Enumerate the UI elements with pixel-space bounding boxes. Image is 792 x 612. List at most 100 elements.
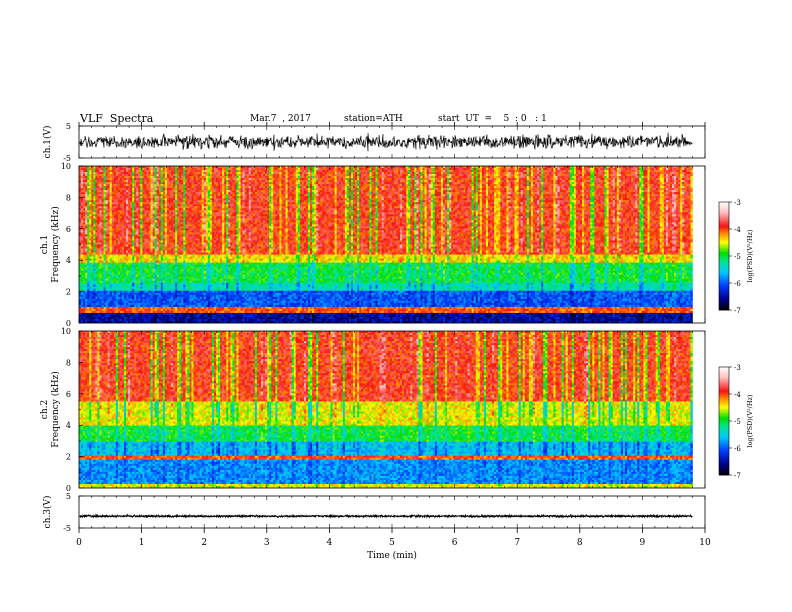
spectrogram-cell <box>136 180 138 182</box>
spectrogram-cell <box>204 178 206 180</box>
spectrogram-cell <box>576 168 578 170</box>
spectrogram-cell <box>302 174 304 176</box>
spectrogram-cell <box>367 172 369 174</box>
spectrogram-cell <box>265 176 267 178</box>
spectrogram-cell <box>568 170 570 172</box>
spectrogram-cell <box>633 176 635 178</box>
spectrogram-cell <box>290 168 292 170</box>
spectrogram-cell <box>664 178 666 180</box>
spectrogram-cell <box>263 170 265 172</box>
spectrogram-cell <box>416 172 418 174</box>
spectrogram-cell <box>81 178 83 180</box>
spectrogram-cell <box>279 172 281 174</box>
spectrogram-cell <box>504 180 506 182</box>
spectrogram-cell <box>328 178 330 180</box>
spectrogram-cell <box>347 174 349 176</box>
spectrogram-cell <box>251 178 253 180</box>
spectrogram-cell <box>412 178 414 180</box>
spectrogram-cell <box>447 172 449 174</box>
spectrogram-cell <box>388 168 390 170</box>
spectrogram-cell <box>578 178 580 180</box>
spectrogram-cell <box>459 168 461 170</box>
spectrogram-cell <box>296 178 298 180</box>
spectrogram-cell <box>609 176 611 178</box>
spectrogram-cell <box>468 170 470 172</box>
spectrogram-cell <box>421 176 423 178</box>
spectrogram-cell <box>367 176 369 178</box>
spectrogram-cell <box>373 172 375 174</box>
spectrogram-cell <box>400 180 402 182</box>
spectrogram-cell <box>445 170 447 172</box>
spectrogram-cell <box>482 170 484 172</box>
spectrogram-cell <box>457 172 459 174</box>
spectrogram-cell <box>533 170 535 172</box>
spectrogram-cell <box>568 168 570 170</box>
spectrogram-cell <box>680 174 682 176</box>
spectrogram-cell <box>353 172 355 174</box>
spectrogram-cell <box>281 178 283 180</box>
spectrogram-cell <box>245 170 249 172</box>
spectrogram-cell <box>605 170 607 172</box>
spectrogram-cell <box>396 172 398 174</box>
spectrogram-cell <box>478 172 480 174</box>
spectrogram-cell <box>400 172 402 174</box>
spectrogram-cell <box>535 174 537 176</box>
spectrogram-cell <box>202 168 204 170</box>
spectrogram-cell <box>541 170 543 172</box>
spectrogram-cell <box>611 178 613 180</box>
spectrogram-cell <box>396 168 398 170</box>
spectrogram-cell <box>382 168 384 170</box>
spectrogram-cell <box>343 180 345 182</box>
spectrogram-cell <box>613 178 615 180</box>
spectrogram-cell <box>443 180 445 182</box>
spectrogram-cell <box>531 168 533 170</box>
spectrogram-cell <box>286 180 288 182</box>
spectrogram-cell <box>265 174 267 176</box>
spectrogram-cell <box>83 170 85 172</box>
spectrogram-cell <box>378 180 380 182</box>
spectrogram-cell <box>222 174 224 176</box>
spectrogram-cell <box>656 168 658 170</box>
spectrogram-cell <box>226 168 228 170</box>
spectrogram-cell <box>504 176 506 178</box>
spectrogram-cell <box>89 180 91 182</box>
spectrogram-cell <box>603 172 605 174</box>
spectrogram-cell <box>660 174 662 176</box>
spectrogram-cell <box>590 168 592 170</box>
spectrogram-cell <box>134 176 136 178</box>
spectrogram-cell <box>386 178 388 180</box>
spectrogram-cell <box>384 180 386 182</box>
spectrogram-cell <box>660 168 662 170</box>
spectrogram-cell <box>228 176 230 178</box>
spectrogram-cell <box>202 172 204 174</box>
spectrogram-cell <box>93 180 95 182</box>
spectrogram-cell <box>212 170 214 172</box>
spectrogram-cell <box>376 174 378 176</box>
spectrogram-cell <box>306 172 308 174</box>
spectrogram-cell <box>680 168 682 170</box>
spectrogram-cell <box>398 170 400 172</box>
spectrogram-cell <box>249 176 251 178</box>
spectrogram-cell <box>486 180 488 182</box>
spectrogram-cell <box>149 180 151 182</box>
spectrogram-cell <box>510 174 512 176</box>
spectrogram-cell <box>682 176 684 178</box>
spectrogram-cell <box>410 176 412 178</box>
spectrogram-cell <box>457 180 459 182</box>
spectrogram-cell <box>390 174 392 176</box>
spectrogram-cell <box>684 176 686 178</box>
spectrogram-cell <box>144 176 146 178</box>
spectrogram-cell <box>617 178 619 180</box>
spectrogram-cell <box>298 170 300 172</box>
spectrogram-cell <box>425 178 427 180</box>
spectrogram-cell <box>551 168 553 170</box>
spectrogram-cell <box>570 176 572 178</box>
spectrogram-cell <box>310 180 312 182</box>
spectrogram-cell <box>376 180 378 182</box>
spectrogram-cell <box>623 168 625 170</box>
spectrogram-cell <box>185 172 187 174</box>
spectrogram-cell <box>625 170 627 172</box>
spectrogram-cell <box>196 168 198 170</box>
spectrogram-cell <box>504 168 506 170</box>
spectrogram-cell <box>333 176 335 178</box>
